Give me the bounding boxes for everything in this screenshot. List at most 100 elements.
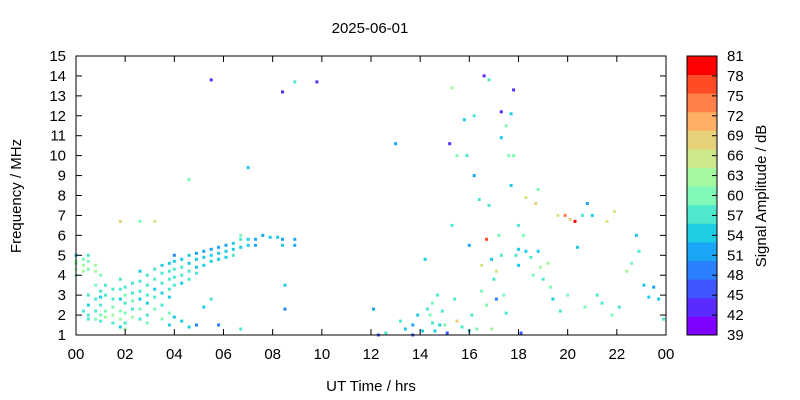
data-point — [172, 275, 176, 279]
data-point — [202, 263, 206, 267]
y-tick-label: 11 — [50, 128, 66, 145]
data-point — [499, 253, 503, 257]
colorbar-tick-label: 48 — [727, 267, 744, 284]
data-point — [86, 313, 90, 317]
y-tick-label: 3 — [58, 287, 66, 304]
data-point — [118, 297, 122, 301]
data-point — [281, 90, 284, 94]
data-point — [421, 329, 425, 333]
data-point — [426, 307, 429, 311]
data-point — [546, 261, 550, 265]
data-point — [450, 86, 454, 90]
data-point — [514, 253, 518, 257]
data-point — [99, 303, 103, 307]
x-axis: 00 02 04 06 08 10 12 14 16 18 20 22 00 — [68, 56, 675, 363]
x-tick-label: 16 — [461, 346, 478, 363]
colorbar-tick-label: 78 — [727, 68, 744, 85]
colorbar-tick-label: 39 — [727, 327, 744, 344]
data-point — [153, 295, 157, 299]
y-tick-label: 2 — [58, 307, 66, 324]
colorbar-segment — [687, 242, 717, 261]
data-point — [239, 245, 243, 249]
data-point — [145, 321, 149, 325]
data-point — [573, 219, 577, 223]
data-point — [281, 237, 284, 241]
data-point — [394, 142, 398, 146]
data-point — [448, 142, 452, 146]
colorbar-segment — [687, 93, 717, 113]
data-point — [167, 277, 171, 281]
data-point — [642, 283, 646, 287]
data-point — [99, 313, 103, 317]
data-point — [153, 267, 157, 271]
data-point — [504, 311, 508, 315]
data-point — [539, 265, 543, 269]
x-tick-label: 04 — [166, 346, 183, 363]
data-point — [605, 219, 609, 223]
data-point — [652, 285, 656, 289]
data-point — [293, 243, 297, 247]
data-point — [485, 237, 488, 241]
data-point — [549, 285, 552, 289]
data-point — [568, 217, 572, 221]
colorbar-segment — [687, 297, 717, 317]
colorbar-segment — [687, 186, 717, 206]
data-point — [239, 327, 243, 331]
data-point — [453, 297, 457, 301]
data-point — [231, 253, 235, 257]
data-point — [254, 237, 257, 241]
x-tick-label: 08 — [264, 346, 281, 363]
data-point — [99, 273, 103, 277]
data-point — [138, 219, 142, 223]
data-point — [180, 257, 184, 261]
data-point — [217, 323, 221, 327]
data-point — [504, 124, 508, 128]
data-point — [118, 219, 122, 223]
data-point — [558, 309, 562, 313]
data-point — [239, 233, 243, 237]
x-tick-label: 18 — [510, 346, 527, 363]
colorbar-tick-label: 81 — [727, 48, 744, 65]
data-point — [536, 188, 540, 191]
data-point — [445, 331, 449, 335]
data-point — [399, 319, 402, 323]
data-point — [480, 289, 484, 293]
data-point — [167, 311, 171, 315]
data-point — [411, 323, 415, 327]
data-point — [625, 269, 629, 273]
x-tick-label: 00 — [68, 346, 85, 363]
data-point — [499, 136, 503, 140]
data-point — [123, 293, 127, 297]
data-point — [512, 88, 516, 92]
data-point — [104, 309, 107, 313]
data-point — [443, 323, 447, 327]
data-point — [86, 253, 90, 257]
data-point — [167, 323, 171, 327]
data-point — [145, 301, 149, 305]
data-point — [541, 277, 545, 281]
data-point — [167, 287, 171, 291]
data-point — [94, 317, 98, 321]
data-point — [490, 327, 493, 331]
colorbar-segment — [687, 149, 717, 168]
data-point — [612, 209, 616, 213]
data-point — [224, 243, 228, 247]
data-point — [104, 283, 107, 287]
colorbar-tick-label: 51 — [727, 247, 744, 264]
chart-title: 2025-06-01 — [332, 20, 409, 37]
data-point — [202, 249, 206, 253]
colorbar-segment — [687, 111, 717, 131]
data-point — [153, 219, 157, 223]
data-point — [187, 261, 191, 265]
x-tick-label: 00 — [658, 346, 675, 363]
data-point — [470, 313, 474, 317]
colorbar-tick-label: 60 — [727, 188, 744, 205]
x-tick-label: 12 — [363, 346, 380, 363]
colorbar-tick-label: 66 — [727, 148, 744, 165]
data-point — [563, 213, 567, 217]
data-point — [167, 295, 171, 299]
data-point — [131, 299, 134, 303]
data-point — [293, 237, 297, 241]
colorbar-tick-label: 42 — [727, 307, 744, 324]
